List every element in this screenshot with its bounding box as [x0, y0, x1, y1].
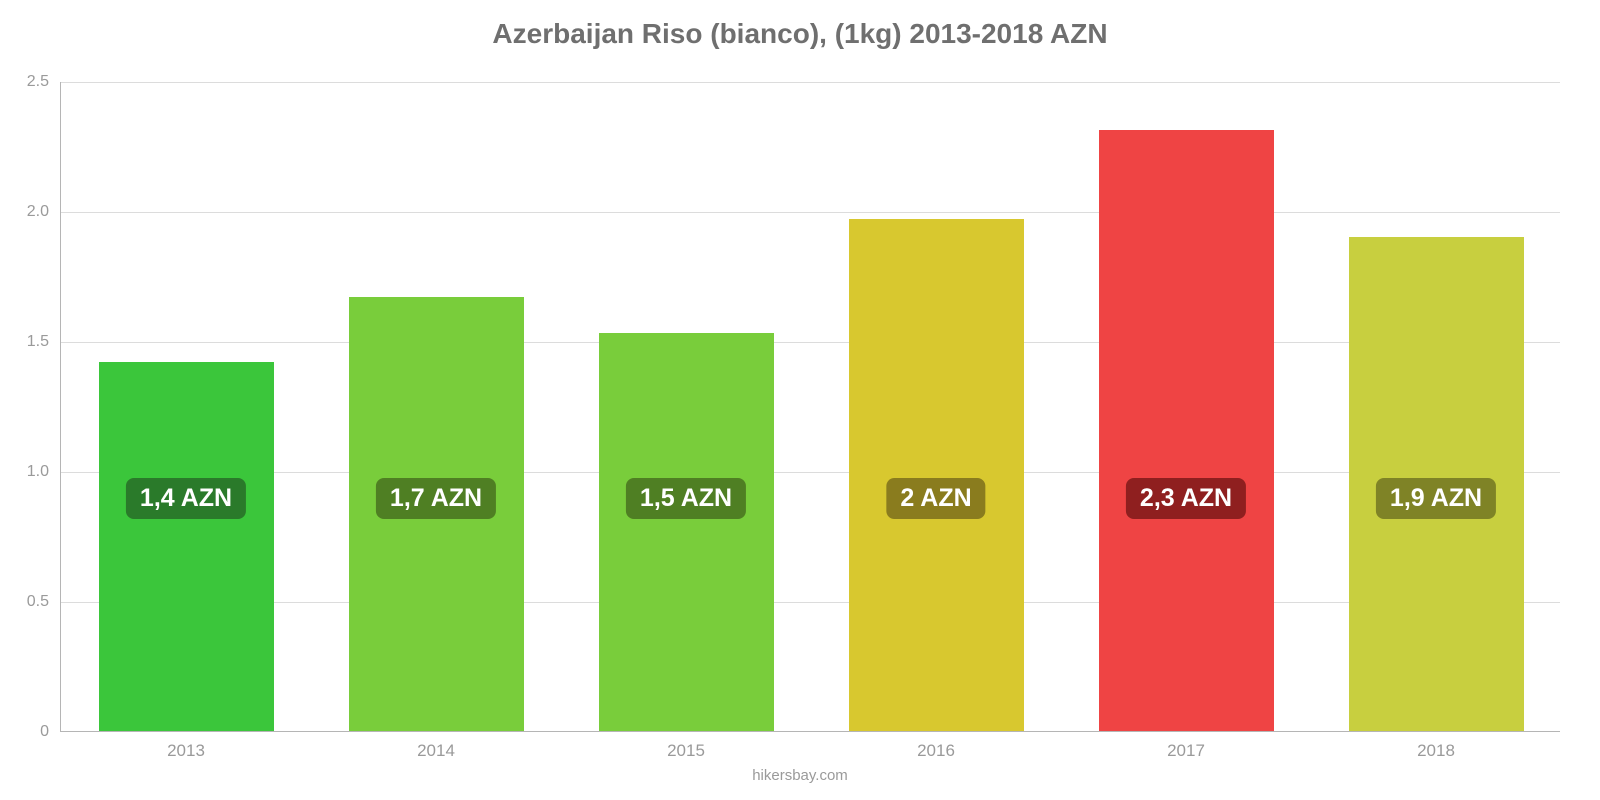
xtick-label: 2013 [167, 731, 205, 761]
gridline [61, 212, 1560, 213]
plot-area: 00.51.01.52.02.520131,4 AZN20141,7 AZN20… [60, 82, 1560, 732]
bar [1099, 130, 1274, 731]
gridline [61, 472, 1560, 473]
ytick-label: 0.5 [27, 593, 61, 611]
bar-value-label: 2 AZN [886, 478, 985, 519]
ytick-label: 0 [40, 723, 61, 741]
bar-value-label: 1,9 AZN [1376, 478, 1496, 519]
gridline [61, 82, 1560, 83]
gridline [61, 602, 1560, 603]
chart-footer: hikersbay.com [0, 767, 1600, 784]
bar-value-label: 1,7 AZN [376, 478, 496, 519]
bar [849, 219, 1024, 731]
xtick-label: 2014 [417, 731, 455, 761]
bar-value-label: 2,3 AZN [1126, 478, 1246, 519]
ytick-label: 2.5 [27, 73, 61, 91]
xtick-label: 2015 [667, 731, 705, 761]
bar [99, 362, 274, 731]
bar-value-label: 1,4 AZN [126, 478, 246, 519]
ytick-label: 2.0 [27, 203, 61, 221]
gridline [61, 342, 1560, 343]
chart-title: Azerbaijan Riso (bianco), (1kg) 2013-201… [0, 0, 1600, 50]
bar-chart: Azerbaijan Riso (bianco), (1kg) 2013-201… [0, 0, 1600, 800]
xtick-label: 2017 [1167, 731, 1205, 761]
bar [599, 333, 774, 731]
ytick-label: 1.0 [27, 463, 61, 481]
bar-value-label: 1,5 AZN [626, 478, 746, 519]
ytick-label: 1.5 [27, 333, 61, 351]
xtick-label: 2016 [917, 731, 955, 761]
xtick-label: 2018 [1417, 731, 1455, 761]
